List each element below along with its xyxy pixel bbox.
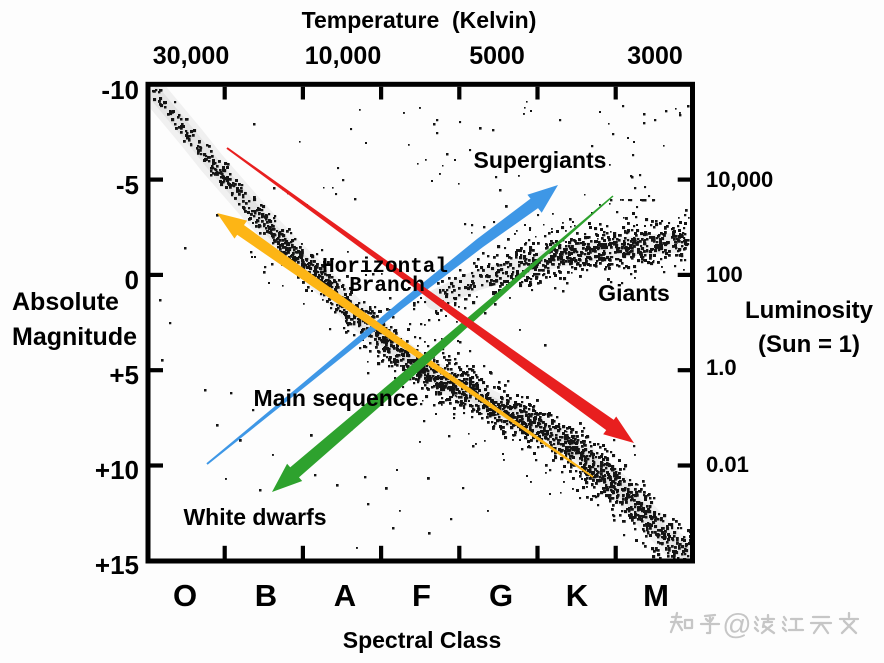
svg-text:Main sequence: Main sequence [254,385,419,411]
svg-text:G: G [489,578,513,613]
svg-text:5000: 5000 [469,42,525,70]
svg-text:Giants: Giants [598,280,670,306]
svg-text:Temperature (Kelvin): Temperature (Kelvin) [302,7,537,33]
svg-text:Horizontal: Horizontal [322,256,448,279]
svg-text:-5: -5 [116,170,139,200]
svg-text:10,000: 10,000 [706,167,773,192]
svg-text:Magnitude: Magnitude [12,323,137,351]
svg-text:(Sun = 1): (Sun = 1) [758,331,860,358]
svg-text:Spectral Class: Spectral Class [343,627,502,653]
svg-text:+15: +15 [95,550,139,580]
svg-text:O: O [173,578,197,613]
svg-text:K: K [566,578,589,613]
svg-text:F: F [412,578,431,613]
svg-text:30,000: 30,000 [153,42,229,70]
svg-text:B: B [255,578,277,613]
svg-text:-10: -10 [101,75,139,105]
svg-text:Luminosity: Luminosity [745,297,874,324]
svg-text:1.0: 1.0 [706,355,737,380]
svg-text:10,000: 10,000 [305,42,381,70]
svg-text:@: @ [722,609,751,641]
svg-text:0: 0 [125,265,139,295]
svg-text:A: A [334,578,356,613]
svg-text:+10: +10 [95,455,139,485]
svg-text:0.01: 0.01 [706,452,749,477]
svg-text:3000: 3000 [627,42,683,70]
svg-text:M: M [643,578,669,613]
svg-text:Supergiants: Supergiants [474,147,607,173]
svg-text:Absolute: Absolute [12,288,119,316]
svg-text:Branch: Branch [349,275,425,298]
svg-text:100: 100 [706,262,743,287]
svg-text:+5: +5 [109,360,139,390]
svg-text:White dwarfs: White dwarfs [183,504,326,530]
